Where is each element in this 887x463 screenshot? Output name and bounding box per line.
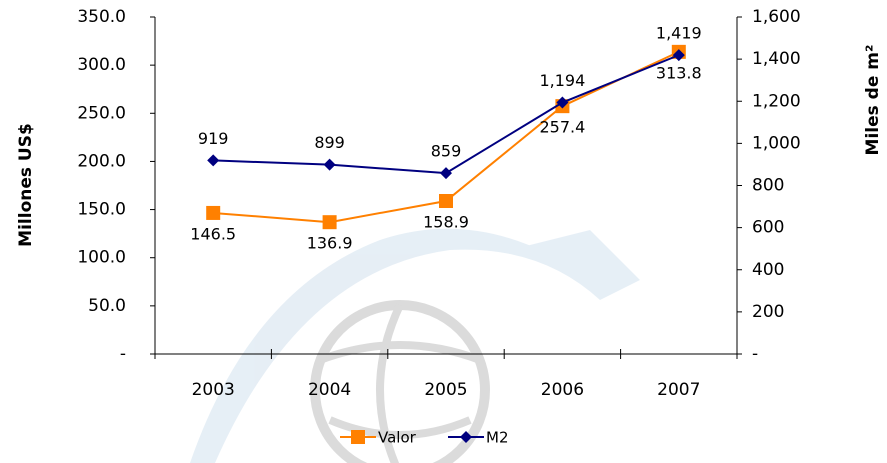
point [324,159,336,171]
data-label: 136.9 [307,234,353,253]
data-label: 1,419 [656,24,702,43]
y2-axis-title: Miles de m² [863,45,883,156]
data-label: 313.8 [656,63,702,82]
point [439,194,453,208]
data-label: 899 [314,133,345,152]
y-tick-label: 150.0 [77,200,126,220]
y-tick-label: 50.0 [88,296,126,316]
x-tick-label: 2006 [541,380,584,400]
point [440,167,452,179]
x-tick-label: 2005 [424,380,467,400]
chart: Millones US$ Miles de m² - 50.0 100.0 150.0… [0,0,887,463]
x-tick-label: 2004 [308,380,351,400]
data-label: 859 [431,142,462,161]
data-label: 257.4 [539,118,585,137]
data-label: 146.5 [190,224,236,243]
y2-tick-label: 200 [752,302,784,322]
y2-tick-label: 1,400 [752,49,801,69]
y-tick-label: 250.0 [77,103,126,123]
y2-tick-label: 1,000 [752,133,801,153]
legend-label: Valor [378,429,417,447]
y2-tick-label: 400 [752,260,784,280]
y-tick-label: 350.0 [77,7,126,27]
data-label: 919 [198,129,229,148]
y2-tick-label: 1,600 [752,7,801,27]
point [206,206,220,220]
x-tick-label: 2003 [192,380,235,400]
data-label: 1,194 [539,71,585,90]
point [323,215,337,229]
y2-tick-label: 1,200 [752,91,801,111]
y-tick-label: - [120,344,126,364]
y2-tick-label: - [752,344,758,364]
y-tick-label: 200.0 [77,151,126,171]
point [207,154,219,166]
y-tick-label: 100.0 [77,248,126,268]
y2-tick-label: 800 [752,176,784,196]
y2-tick-label: 600 [752,218,784,238]
legend-label: M2 [486,429,509,447]
legend-marker [351,430,365,444]
y-tick-label: 300.0 [77,55,126,75]
x-tick-label: 2007 [657,380,700,400]
data-label: 158.9 [423,213,469,232]
y-axis-title: Millones US$ [16,123,36,247]
